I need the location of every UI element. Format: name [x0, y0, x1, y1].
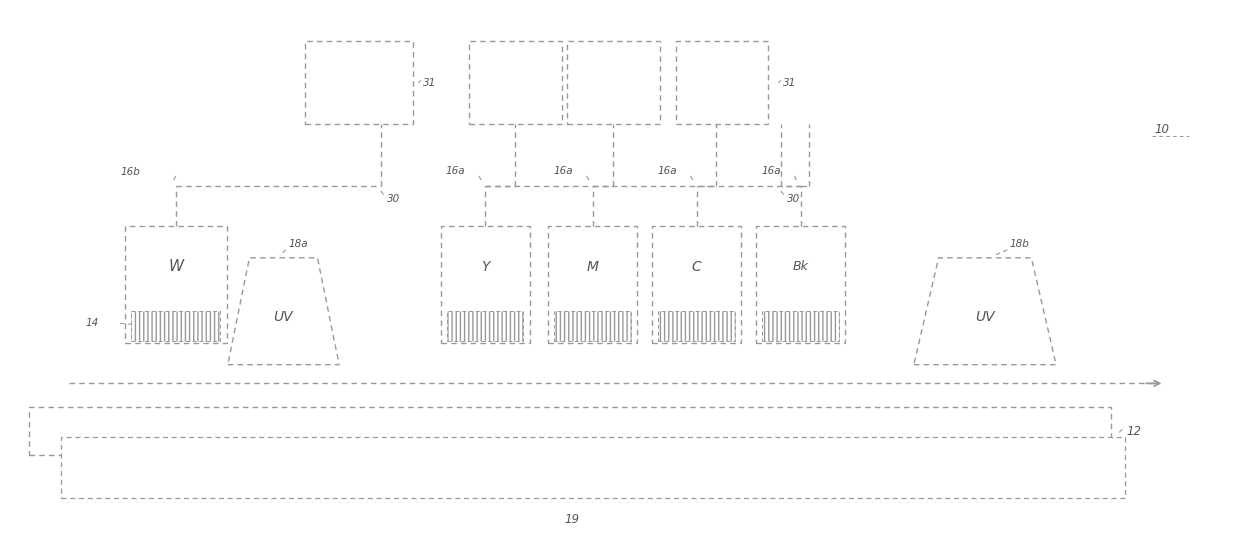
Text: C: C: [692, 260, 702, 274]
Bar: [440, 226, 529, 343]
Text: 16a: 16a: [761, 166, 781, 176]
Bar: [763, 311, 839, 340]
Text: 16a: 16a: [445, 166, 465, 176]
Text: UV: UV: [975, 309, 994, 324]
Text: 10: 10: [1154, 123, 1169, 136]
Text: M: M: [587, 260, 599, 274]
Text: 18a: 18a: [289, 240, 308, 250]
Text: 16a: 16a: [657, 166, 677, 176]
Text: 30: 30: [787, 194, 800, 204]
Bar: [125, 226, 227, 343]
Bar: [548, 226, 637, 343]
Bar: [554, 311, 631, 340]
Text: 19: 19: [564, 513, 579, 526]
Text: 31: 31: [423, 78, 436, 88]
Text: Bk: Bk: [792, 260, 808, 273]
Text: 30: 30: [387, 194, 401, 204]
Bar: [676, 41, 769, 124]
Bar: [658, 311, 735, 340]
Text: 12: 12: [1126, 425, 1141, 438]
Bar: [29, 408, 1111, 455]
Bar: [131, 311, 221, 340]
Bar: [61, 437, 1125, 498]
Text: W: W: [169, 259, 184, 274]
Bar: [469, 41, 562, 124]
Text: 14: 14: [86, 318, 99, 328]
Bar: [756, 226, 846, 343]
Bar: [305, 41, 413, 124]
Text: 16a: 16a: [553, 166, 573, 176]
Text: 31: 31: [784, 78, 796, 88]
Bar: [567, 41, 660, 124]
Bar: [446, 311, 523, 340]
Text: Y: Y: [481, 260, 490, 274]
Bar: [652, 226, 742, 343]
Text: UV: UV: [274, 309, 294, 324]
Text: 16b: 16b: [120, 168, 140, 177]
Text: 18b: 18b: [1009, 240, 1029, 250]
